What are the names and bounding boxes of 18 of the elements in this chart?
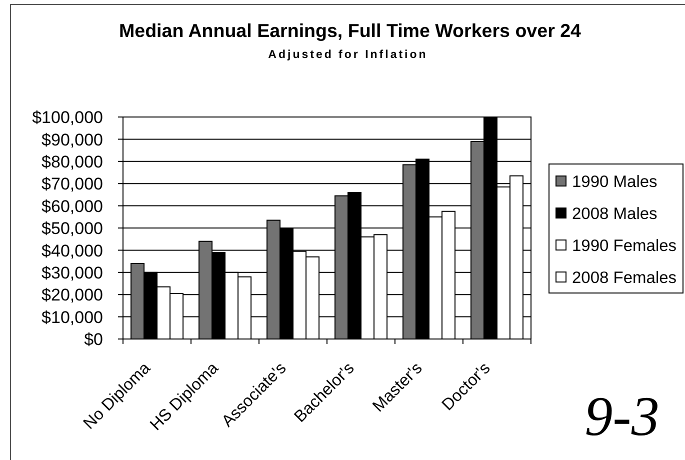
chart-subtitle: Adjusted for Inflation — [268, 49, 428, 61]
y-tick-label: $70,000 — [42, 174, 103, 194]
legend-label: 1990 Females — [572, 236, 677, 255]
legend-label: 2008 Females — [572, 268, 677, 287]
text: 9-3 — [584, 386, 660, 448]
legend-label: 2008 Males — [572, 204, 658, 223]
y-tick-label: $10,000 — [42, 308, 103, 327]
y-tick-label: $60,000 — [42, 196, 103, 216]
y-tick-label: $30,000 — [42, 264, 103, 283]
y-tick-label: $80,000 — [42, 152, 103, 172]
y-tick-label: $0 — [84, 330, 103, 350]
y-tick-label: $40,000 — [42, 241, 103, 260]
y-tick-label: $90,000 — [42, 130, 103, 150]
chart-title: Median Annual Earnings, Full Time Workers over 24 — [118, 20, 582, 41]
y-tick-label: $20,000 — [42, 286, 103, 305]
y-tick-label: $100,000 — [32, 108, 103, 128]
y-tick-label: $50,000 — [42, 219, 103, 238]
legend-label: 1990 Males — [572, 172, 658, 191]
